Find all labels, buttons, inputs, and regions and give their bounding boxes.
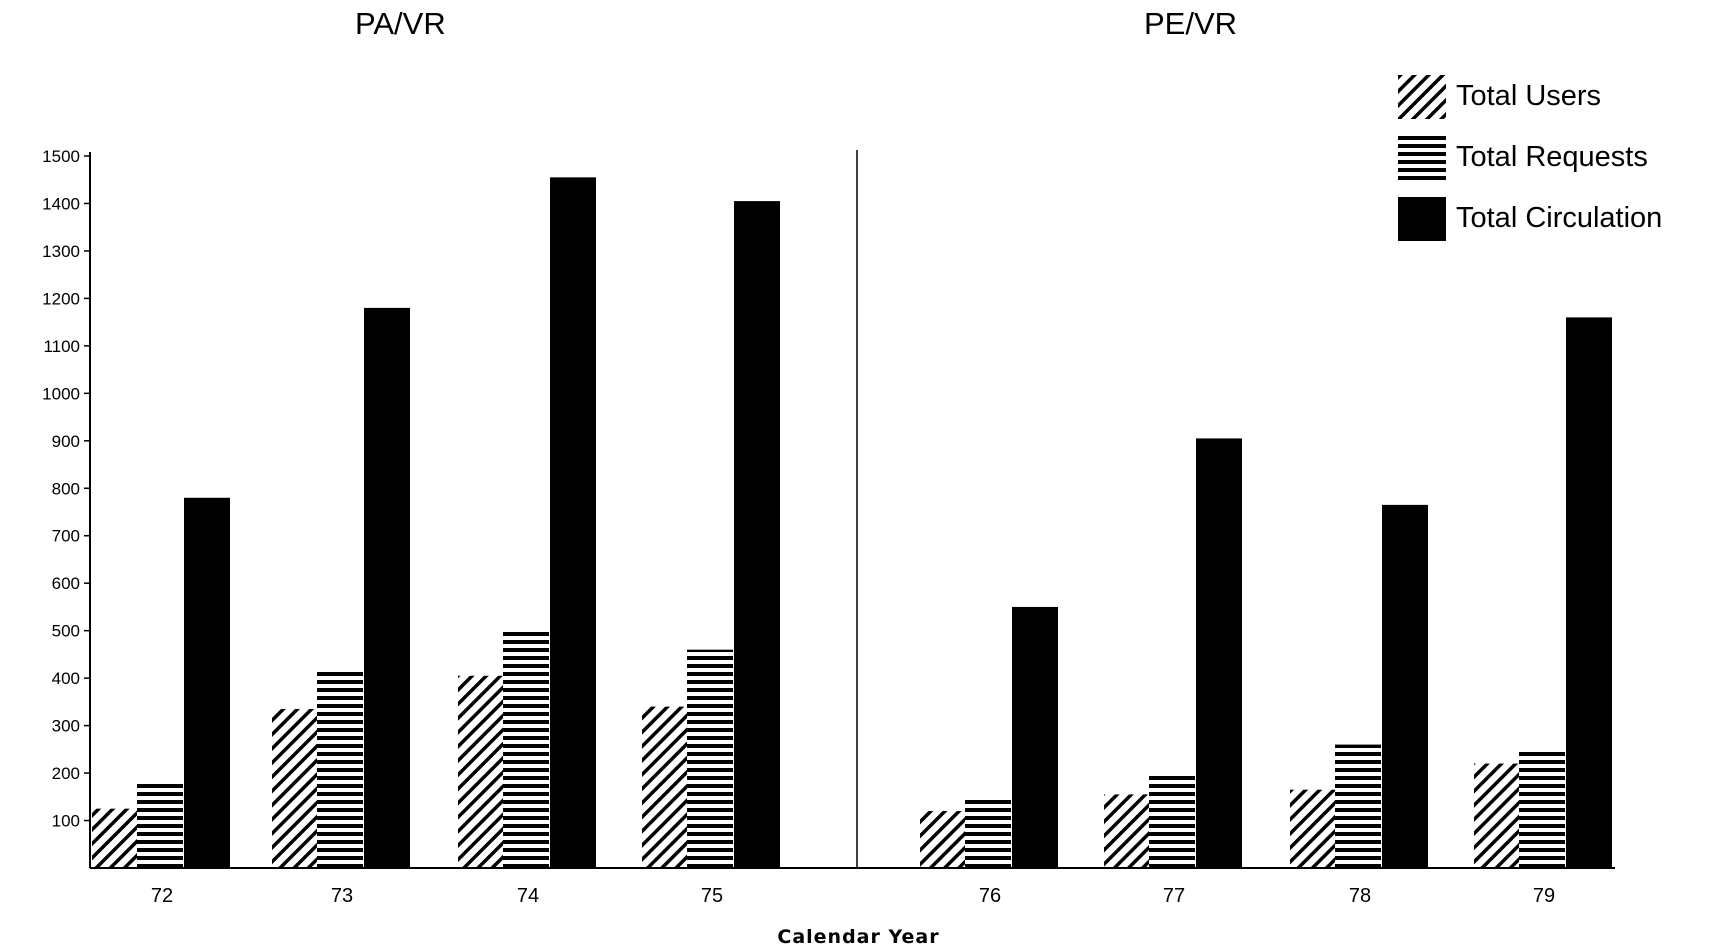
bar-total-users [458, 675, 504, 868]
legend-swatch-hatch [1398, 74, 1446, 119]
legend-item-requests: Total Requests [1398, 127, 1662, 188]
legend-label: Total Requests [1456, 141, 1648, 173]
y-tick-label: 700 [52, 527, 80, 546]
x-axis-label: Calendar Year [777, 926, 940, 948]
bar-total-circulation [184, 497, 230, 868]
y-tick-label: 200 [52, 764, 80, 783]
legend-label: Total Users [1456, 80, 1602, 112]
bar-total-requests [965, 799, 1011, 868]
x-tick-label: 75 [701, 885, 723, 907]
y-tick-label: 1300 [42, 242, 80, 261]
legend-label: Total Circulation [1456, 202, 1663, 234]
bar-total-requests [1335, 744, 1381, 868]
y-tick-label: 1400 [42, 194, 80, 213]
legend-swatch-solid [1398, 196, 1446, 241]
panel-title-right: PE/VR [1144, 6, 1238, 41]
panel-title-left: PA/VR [355, 6, 446, 41]
x-tick-label: 72 [151, 885, 173, 907]
bar-total-circulation [1012, 606, 1058, 868]
bar-total-circulation [1196, 438, 1242, 868]
y-tick-label: 300 [52, 717, 80, 736]
legend: Total Users Total Requests Total Circula… [1398, 66, 1662, 249]
bar-total-requests [687, 649, 733, 868]
y-tick-label: 100 [52, 812, 80, 831]
y-tick-label: 800 [52, 479, 80, 498]
bar-total-circulation [364, 307, 410, 869]
legend-item-circulation: Total Circulation [1398, 188, 1662, 249]
y-tick-label: 1200 [42, 289, 80, 308]
bars [92, 177, 1612, 869]
x-tick-label: 74 [517, 885, 539, 907]
x-tick-label: 78 [1349, 885, 1371, 907]
bar-total-users [272, 708, 318, 868]
x-axis: 72 73 74 75 76 77 78 79 [151, 885, 1555, 907]
y-tick-label: 600 [52, 574, 80, 593]
x-tick-label: 77 [1163, 885, 1185, 907]
bar-total-requests [503, 628, 549, 868]
bar-total-requests [317, 668, 363, 868]
bar-total-users [642, 706, 688, 868]
y-axis: 100 200 300 400 500 600 700 800 900 1000 1100 1200 1… [42, 147, 90, 831]
bar-total-users [920, 811, 966, 868]
y-tick-label: 400 [52, 669, 80, 688]
y-tick-label: 1100 [43, 337, 80, 356]
x-tick-label: 73 [331, 885, 353, 907]
y-tick-label: 1500 [42, 147, 80, 166]
bar-total-users [1104, 794, 1150, 868]
y-tick-label: 900 [52, 432, 80, 451]
x-tick-label: 79 [1533, 885, 1555, 907]
bar-total-requests [1149, 775, 1195, 868]
bar-total-circulation [734, 201, 780, 869]
bar-total-circulation [1382, 504, 1428, 868]
bar-total-circulation [550, 177, 596, 869]
bar-total-requests [137, 780, 183, 868]
y-tick-label: 1000 [42, 384, 80, 403]
bar-total-users [92, 808, 138, 868]
bar-total-users [1290, 789, 1336, 868]
bar-total-requests [1519, 749, 1565, 868]
legend-swatch-stripes [1398, 135, 1446, 180]
bar-total-circulation [1566, 317, 1612, 868]
y-tick-label: 500 [52, 622, 80, 641]
legend-item-users: Total Users [1398, 66, 1662, 127]
x-tick-label: 76 [979, 885, 1001, 907]
bar-total-users [1474, 763, 1520, 868]
